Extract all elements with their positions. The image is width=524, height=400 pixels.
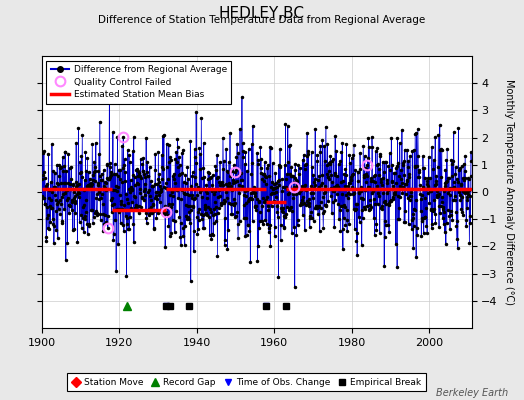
Text: HEDLEY,BC: HEDLEY,BC bbox=[219, 6, 305, 21]
Legend: Difference from Regional Average, Quality Control Failed, Estimated Station Mean: Difference from Regional Average, Qualit… bbox=[47, 60, 231, 104]
Y-axis label: Monthly Temperature Anomaly Difference (°C): Monthly Temperature Anomaly Difference (… bbox=[505, 79, 515, 305]
Text: Berkeley Earth: Berkeley Earth bbox=[436, 388, 508, 398]
Text: Difference of Station Temperature Data from Regional Average: Difference of Station Temperature Data f… bbox=[99, 15, 425, 25]
Legend: Station Move, Record Gap, Time of Obs. Change, Empirical Break: Station Move, Record Gap, Time of Obs. C… bbox=[67, 374, 425, 392]
